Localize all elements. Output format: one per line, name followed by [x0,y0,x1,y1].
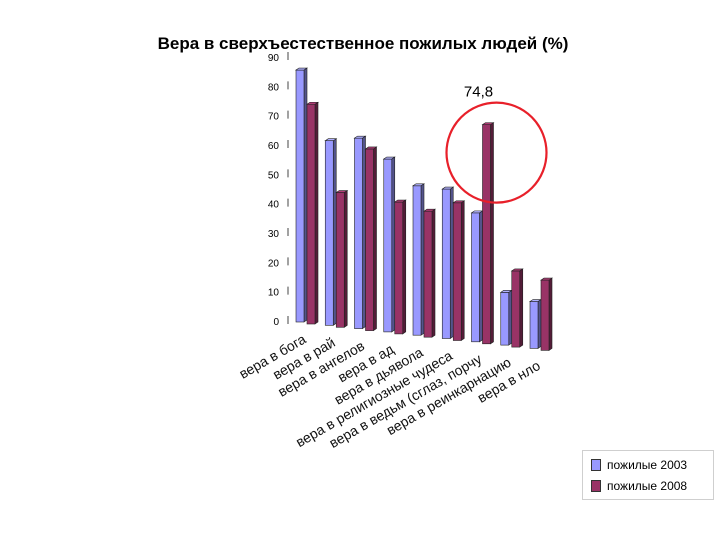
bar-side [460,200,465,342]
highlight-circle [445,101,548,204]
bar [510,268,524,348]
bar-top [324,138,338,142]
bar-top [353,135,367,139]
bar-front [354,137,363,329]
bar-front [335,192,345,328]
bar [540,277,553,351]
bar-side [537,298,542,349]
y-tick-label: 60 [268,141,280,152]
bar-top [412,183,425,187]
bar-side [332,138,337,326]
bar [481,122,495,345]
bar-front [441,188,451,339]
y-tick-label: 80 [268,82,280,93]
bar [364,146,378,332]
y-tick-label: 10 [268,288,280,299]
bar-top [452,200,466,204]
y-tick-label: 40 [268,200,280,211]
bar [393,199,407,335]
bar-front [295,69,305,323]
bar-top [481,122,495,125]
bar-side [548,277,553,351]
bar-front [423,210,433,338]
bar-front [306,103,316,325]
bar-front [482,124,491,345]
bar [335,189,349,328]
bar-top [306,101,319,105]
y-tick-label: 90 [268,53,280,64]
bar [412,183,425,336]
bar-top [335,190,349,193]
legend-label-2003: пожилые 2003 [607,458,688,472]
bar-side [420,183,425,336]
bar-side [373,146,377,332]
y-tick-label: 70 [268,112,280,123]
bar-front [471,212,480,343]
bar [441,186,455,340]
y-axis: 0 10 20 30 40 50 60 70 80 90 [268,52,289,328]
bar-top [510,268,524,272]
bar [529,298,542,349]
bar-top [540,277,553,281]
bar-top [423,208,436,212]
bar-front [540,279,550,351]
bar-front [452,202,462,341]
bar-side [314,101,319,325]
bar-top [441,186,455,190]
bar-front [383,158,393,333]
bar-top [382,156,396,160]
bar-front [511,270,521,348]
legend: пожилые 2003 пожилые 2008 [582,450,714,500]
bars [295,67,553,351]
bar-side [449,186,454,340]
bar-side [303,67,308,323]
value-label: 74,8 [464,84,493,101]
bar [295,67,308,323]
bar-front [500,292,510,346]
legend-label-2008: пожилые 2008 [607,479,688,493]
bar [382,156,396,333]
bar [452,200,466,342]
bar-side [343,189,348,328]
bar [423,208,436,338]
bar-front [394,201,404,335]
bar [306,101,319,325]
bar-front [529,301,539,349]
y-tick-label: 20 [268,258,280,269]
bar-side [479,210,483,343]
bar-top [364,146,378,150]
bar-side [391,156,396,333]
bar [324,138,338,326]
bar [470,210,484,343]
bar-front [365,148,374,331]
bar-top [393,199,407,203]
legend-item-2003: пожилые 2003 [591,457,687,473]
bar-top [295,67,308,71]
legend-swatch-2008 [591,480,601,492]
legend-swatch-2003 [591,459,601,471]
bar-side [490,122,494,345]
bar-front [324,140,334,326]
annotation: 74,8 [445,84,548,204]
bar-side [519,268,524,348]
legend-item-2008: пожилые 2008 [591,478,687,494]
bar [353,135,367,330]
y-tick-label: 50 [268,170,280,181]
bar-side [402,199,407,335]
bar-front [412,185,422,336]
bar-side [362,135,366,330]
bar-side [431,208,436,338]
bar-side [508,289,513,346]
chart-title: Вера в сверхъестественное пожилых людей … [158,34,569,53]
y-tick-label: 30 [268,229,280,240]
bar [499,289,513,346]
y-tick-label: 0 [273,317,279,328]
